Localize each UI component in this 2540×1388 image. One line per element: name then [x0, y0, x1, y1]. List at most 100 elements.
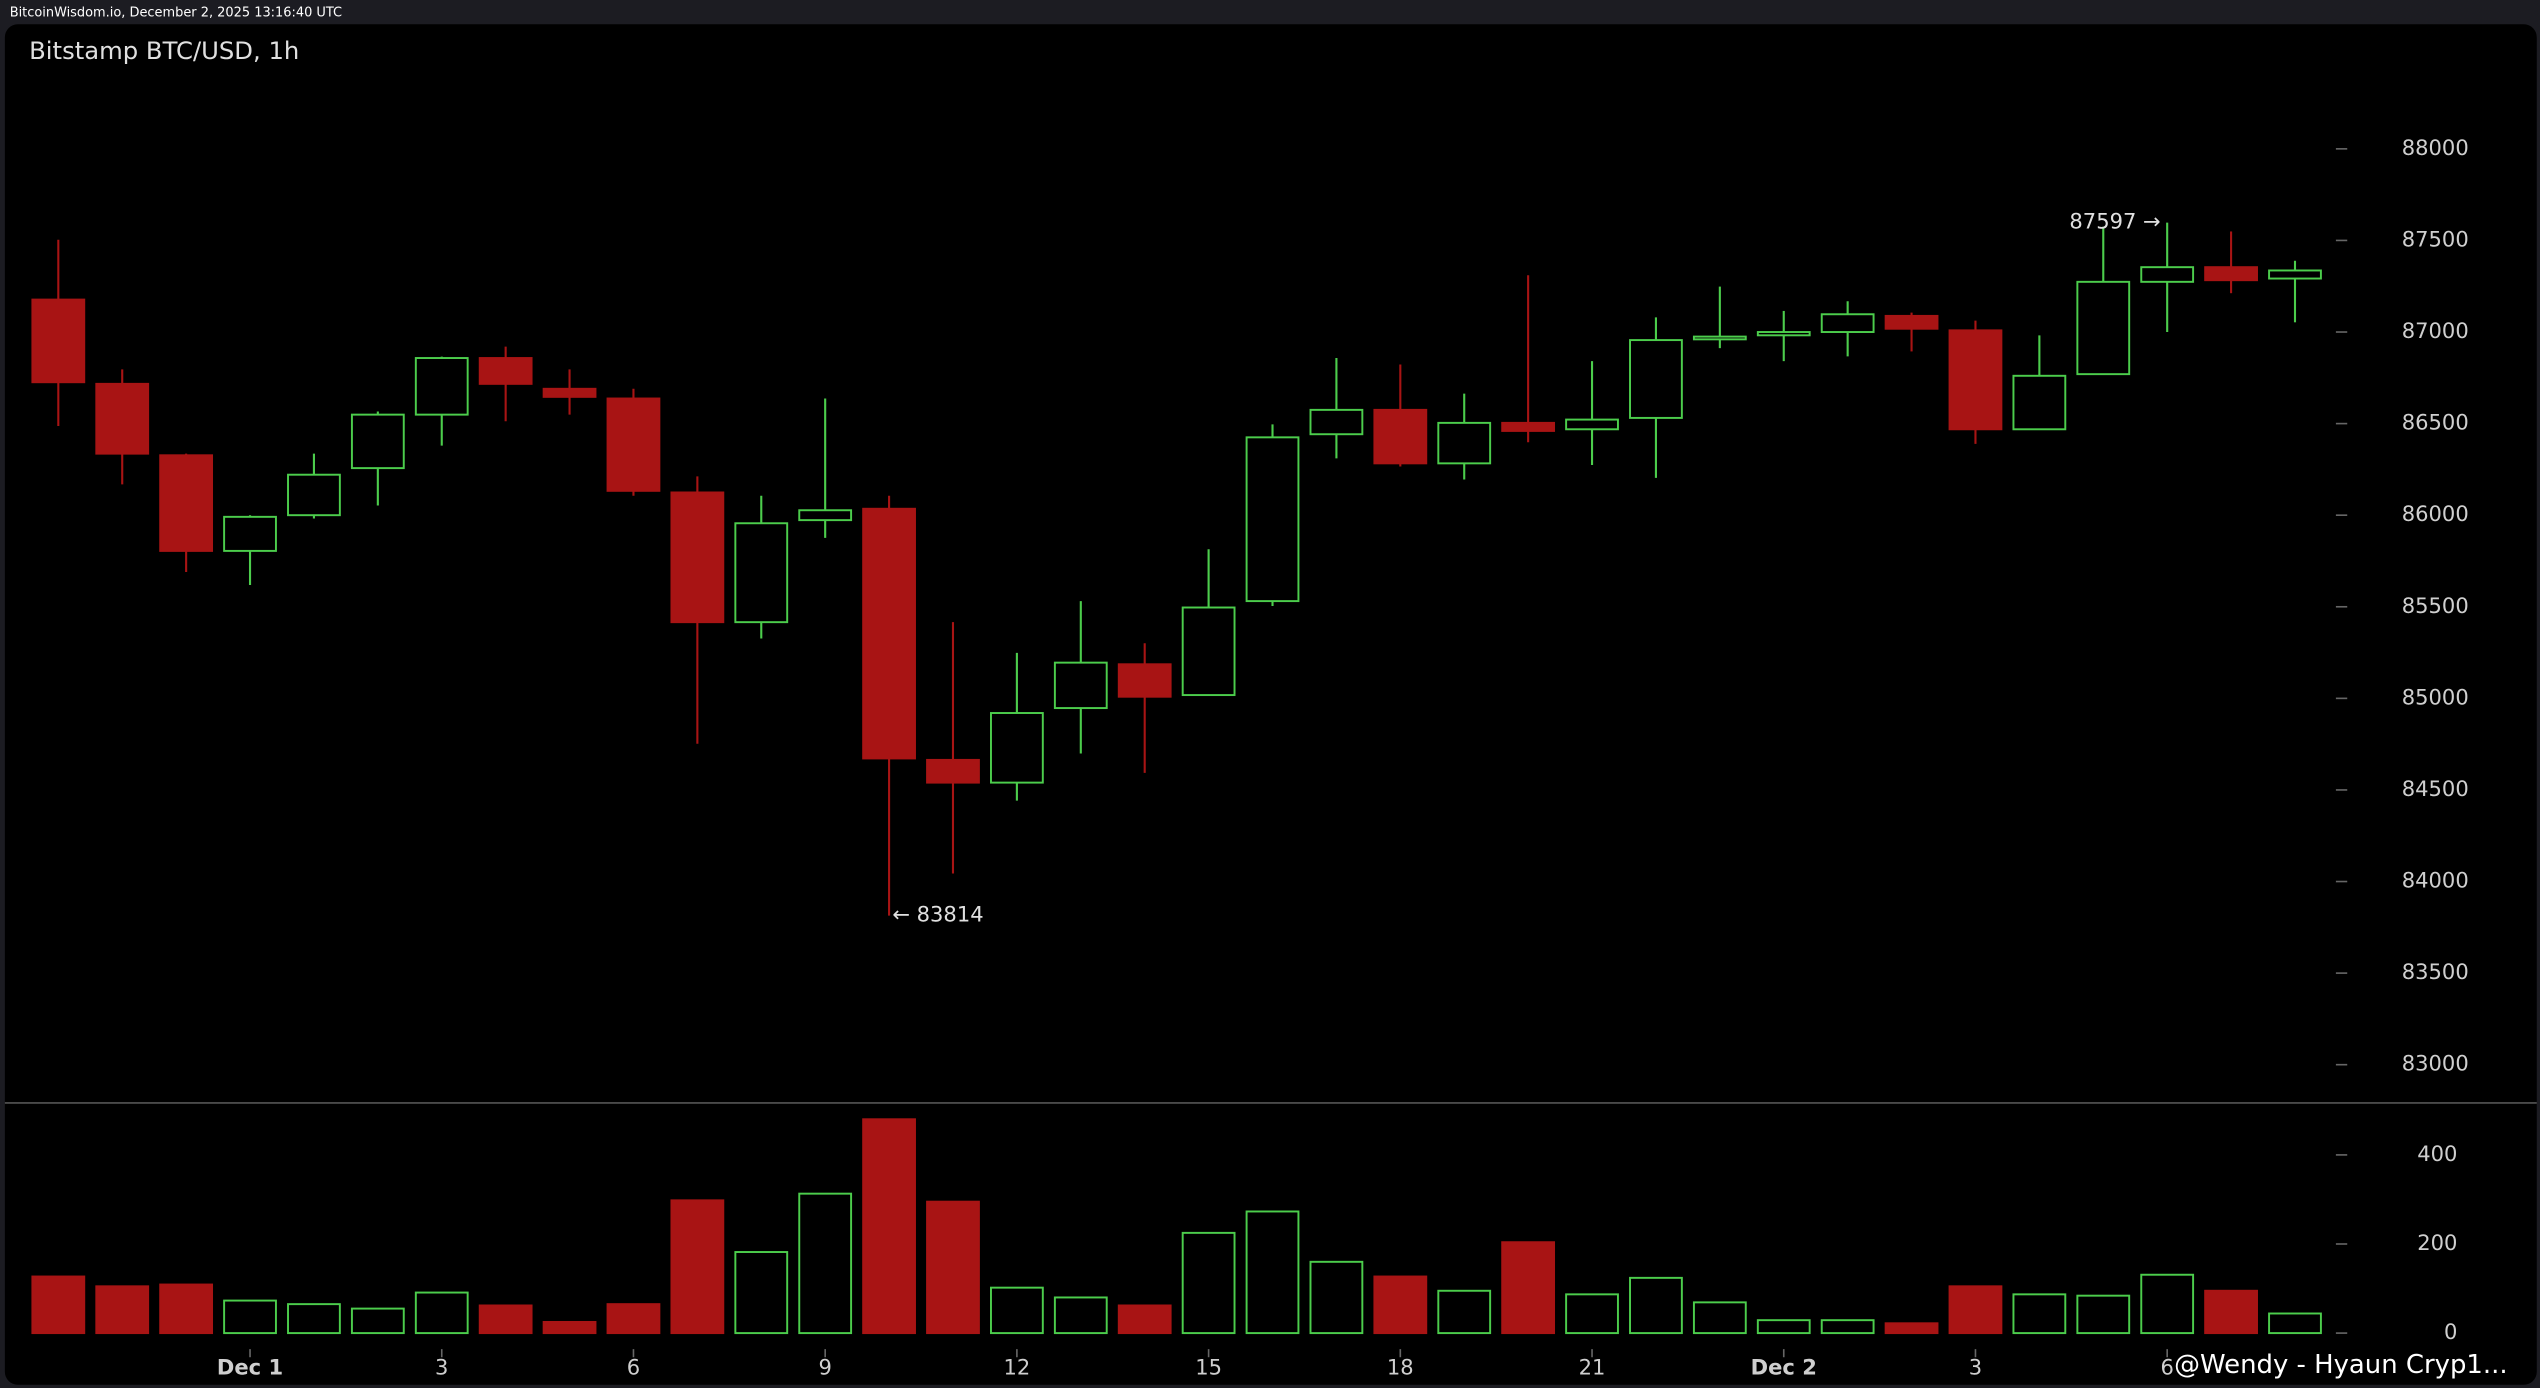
- volume-bar: [1245, 1210, 1300, 1335]
- candle-body: [2204, 266, 2258, 282]
- volume-bar: [1629, 1276, 1683, 1335]
- candle-body: [1437, 421, 1492, 465]
- x-tick-label: 12: [1003, 1355, 1030, 1380]
- candle-body: [287, 473, 341, 517]
- volume-bar: [1884, 1322, 1939, 1335]
- x-tick-label: 6: [2160, 1355, 2173, 1380]
- candle-body: [350, 413, 405, 470]
- volume-bar: [159, 1283, 214, 1335]
- candle-body: [1053, 661, 1108, 710]
- candle-body: [2076, 280, 2131, 376]
- candle-body: [1117, 663, 1172, 698]
- x-tick-label: 15: [1195, 1355, 1222, 1380]
- volume-bar: [1373, 1275, 1428, 1335]
- volume-tick-label: 0: [2444, 1319, 2457, 1344]
- candle-body: [2012, 374, 2067, 431]
- y-tick-label: 86500: [2402, 410, 2469, 435]
- candle-body: [1884, 314, 1939, 330]
- volume-bar: [670, 1199, 725, 1335]
- volume-bar: [926, 1200, 980, 1335]
- x-tick-label: 9: [818, 1355, 831, 1380]
- candle-body: [1692, 335, 1747, 341]
- x-tick-label: 3: [435, 1355, 448, 1380]
- volume-bar: [2204, 1289, 2258, 1335]
- volume-bar: [350, 1307, 405, 1335]
- candle-body: [478, 357, 533, 385]
- volume-tick-label: 400: [2417, 1141, 2457, 1166]
- x-tick-label: 21: [1579, 1355, 1606, 1380]
- y-tick-label: 85000: [2402, 684, 2469, 709]
- candle-body: [414, 357, 469, 416]
- high-annotation: 87597 →: [2069, 209, 2160, 234]
- y-tick-label: 87500: [2402, 226, 2469, 251]
- candle-body: [1181, 606, 1236, 697]
- volume-bar: [1181, 1231, 1236, 1335]
- volume-bar: [2268, 1312, 2322, 1335]
- volume-bar: [95, 1285, 150, 1335]
- x-tick-label: 6: [627, 1355, 640, 1380]
- x-tick-label: 18: [1387, 1355, 1414, 1380]
- candle-body: [1948, 329, 2003, 431]
- volume-bar: [1309, 1260, 1364, 1335]
- watermark: @Wendy - Hyaun Cryp1...: [2174, 1350, 2507, 1380]
- candle-body: [734, 522, 789, 624]
- candle-body: [31, 298, 86, 384]
- volume-bar: [478, 1304, 533, 1335]
- volume-bar: [734, 1251, 789, 1335]
- volume-bar: [1117, 1304, 1172, 1335]
- y-tick-label: 83000: [2402, 1051, 2469, 1076]
- volume-bar: [2076, 1294, 2131, 1335]
- candle-body: [1245, 436, 1300, 603]
- x-tick-label: 3: [1969, 1355, 1982, 1380]
- volume-bar: [1756, 1319, 1811, 1335]
- y-tick-label: 86000: [2402, 501, 2469, 526]
- candle-body: [1820, 313, 1875, 333]
- volume-bar: [223, 1299, 277, 1335]
- x-tick-label: Dec 2: [1751, 1355, 1817, 1380]
- candle-body: [1629, 339, 1683, 419]
- volume-bar: [990, 1286, 1044, 1335]
- volume-bar: [798, 1192, 853, 1335]
- header: BitcoinWisdom.io, December 2, 2025 13:16…: [10, 5, 342, 20]
- y-tick-label: 84000: [2402, 868, 2469, 893]
- y-tick-label: 84500: [2402, 776, 2469, 801]
- volume-bar: [287, 1303, 341, 1335]
- candle-body: [1309, 408, 1364, 436]
- y-tick-label: 85500: [2402, 593, 2469, 618]
- candle-body: [862, 507, 916, 760]
- candle-body: [990, 712, 1044, 784]
- chart-panel: [4, 24, 2537, 1385]
- candle-body: [798, 509, 853, 522]
- volume-bar: [542, 1320, 597, 1335]
- candle-body: [670, 491, 725, 624]
- chart-title: Bitstamp BTC/USD, 1h: [29, 36, 299, 65]
- candle-body: [1565, 418, 1619, 431]
- volume-bar: [414, 1291, 469, 1335]
- candle-body: [1756, 331, 1811, 337]
- volume-bar: [1820, 1319, 1875, 1335]
- low-annotation: ← 83814: [892, 902, 983, 927]
- volume-bar: [31, 1275, 86, 1335]
- volume-bar: [1437, 1289, 1492, 1335]
- volume-bar: [1948, 1285, 2003, 1335]
- volume-bar: [606, 1303, 661, 1335]
- candle-body: [926, 758, 980, 784]
- candle-body: [95, 382, 150, 455]
- volume-bar: [862, 1118, 916, 1335]
- candle-body: [542, 387, 597, 398]
- candle-body: [2268, 269, 2322, 280]
- volume-bar: [2140, 1273, 2195, 1335]
- y-tick-label: 87000: [2402, 318, 2469, 343]
- candle-body: [1373, 408, 1428, 465]
- volume-tick-label: 200: [2417, 1230, 2457, 1255]
- y-tick-label: 83500: [2402, 959, 2469, 984]
- volume-bar: [1501, 1241, 1556, 1335]
- candle-body: [223, 515, 277, 552]
- candle-body: [1501, 421, 1556, 432]
- candle-body: [159, 454, 214, 552]
- volume-bar: [1692, 1301, 1747, 1335]
- volume-bar: [1565, 1293, 1619, 1335]
- volume-bar: [1053, 1296, 1108, 1335]
- candle-body: [2140, 266, 2195, 283]
